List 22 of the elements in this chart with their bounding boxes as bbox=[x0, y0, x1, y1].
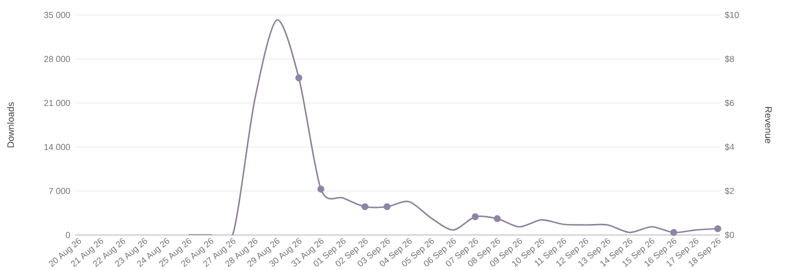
y-tick-label: 14 000 bbox=[44, 144, 70, 150]
y-tick-label: 21 000 bbox=[44, 100, 70, 106]
point bbox=[295, 74, 302, 82]
point bbox=[362, 203, 368, 210]
y-tick-label: 28 000 bbox=[44, 56, 70, 62]
point bbox=[317, 186, 324, 193]
y2-tick-label: $6 bbox=[724, 100, 734, 107]
point bbox=[494, 215, 501, 222]
point bbox=[384, 203, 390, 210]
y2-tick-label: $2 bbox=[724, 187, 734, 194]
y-tick-label: 7 000 bbox=[49, 188, 70, 194]
point bbox=[670, 229, 678, 236]
y2-axis-title: Revenue bbox=[765, 107, 772, 144]
y-tick-label: 0 bbox=[66, 232, 70, 238]
y2-tick-label: $4 bbox=[724, 144, 734, 151]
point bbox=[472, 213, 479, 220]
y-tick-label: 35 000 bbox=[44, 12, 70, 18]
y2-tick-label: $8 bbox=[724, 56, 734, 63]
point bbox=[714, 225, 722, 232]
y-axis-title: Downloads bbox=[7, 102, 14, 148]
y2-tick-label: $0 bbox=[724, 231, 734, 238]
y2-tick-label: $10 bbox=[724, 12, 739, 19]
